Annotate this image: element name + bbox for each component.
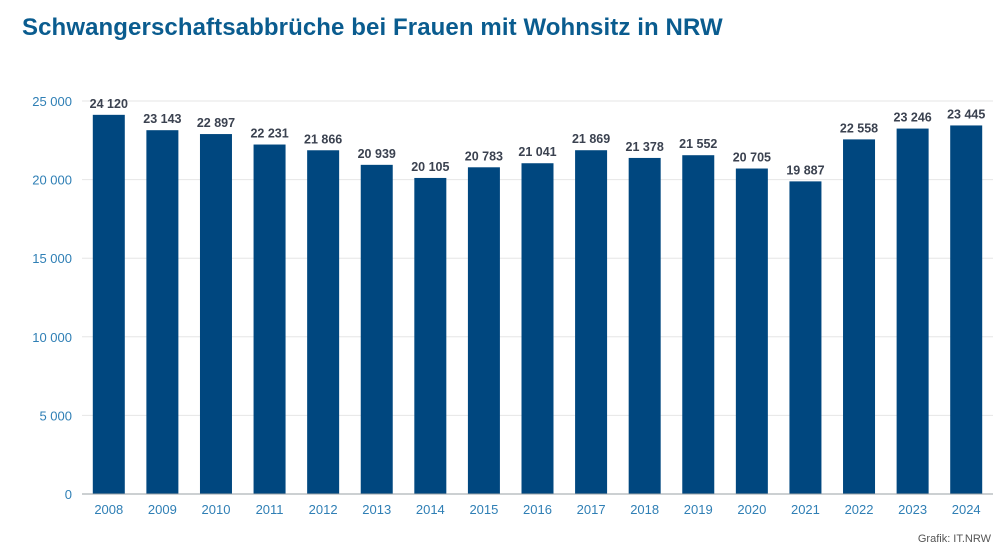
x-axis-ticks: 2008 2009 2010 2011 2012 2013 2014 2015 2016 2017… — [94, 502, 980, 517]
bar-2019 — [682, 155, 715, 494]
bar-2021 — [789, 181, 822, 495]
x-tick-label: 2014 — [416, 502, 445, 517]
bar-2017 — [575, 150, 608, 495]
data-label: 21 041 — [518, 145, 556, 159]
y-tick-label: 15 000 — [32, 251, 72, 266]
x-tick-label: 2016 — [523, 502, 552, 517]
y-tick-label: 20 000 — [32, 173, 72, 188]
data-label: 23 143 — [143, 112, 181, 126]
chart-title: Schwangerschaftsabbrüche bei Frauen mit … — [22, 14, 723, 41]
bar-2015 — [467, 167, 500, 494]
data-label: 22 897 — [197, 116, 235, 130]
bars — [92, 114, 983, 495]
bar-2018 — [628, 157, 661, 494]
x-tick-label: 2015 — [469, 502, 498, 517]
x-tick-label: 2011 — [256, 502, 284, 517]
x-tick-label: 2021 — [791, 502, 820, 517]
data-label: 23 445 — [947, 107, 985, 121]
data-label: 21 378 — [626, 140, 664, 154]
y-axis-ticks: 0 5 000 10 000 15 000 20 000 25 000 — [32, 94, 72, 502]
data-label: 21 869 — [572, 132, 610, 146]
x-tick-label: 2023 — [898, 502, 927, 517]
x-tick-label: 2019 — [684, 502, 713, 517]
data-label: 20 783 — [465, 149, 503, 163]
data-label: 19 887 — [786, 163, 824, 177]
bar-2009 — [146, 130, 179, 494]
x-tick-label: 2024 — [952, 502, 981, 517]
data-label: 20 105 — [411, 160, 449, 174]
x-tick-label: 2012 — [309, 502, 338, 517]
bar-2016 — [521, 163, 554, 494]
data-label: 20 939 — [358, 147, 396, 161]
data-label: 23 246 — [894, 111, 932, 125]
bar-2023 — [896, 128, 929, 494]
x-tick-label: 2008 — [94, 502, 123, 517]
y-tick-label: 5 000 — [39, 408, 72, 423]
bar-2022 — [843, 139, 876, 494]
data-labels: 24 120 23 143 22 897 22 231 21 866 20 939 20 1… — [90, 97, 986, 178]
x-tick-label: 2020 — [737, 502, 766, 517]
data-label: 21 552 — [679, 137, 717, 151]
x-tick-label: 2013 — [362, 502, 391, 517]
data-label: 21 866 — [304, 132, 342, 146]
bar-2008 — [92, 114, 125, 494]
data-label: 22 558 — [840, 121, 878, 135]
bar-2012 — [307, 150, 340, 494]
bar-2020 — [735, 168, 768, 494]
y-tick-label: 0 — [65, 487, 72, 502]
bar-2013 — [360, 164, 393, 494]
x-tick-label: 2010 — [202, 502, 231, 517]
bar-2010 — [199, 134, 232, 495]
data-label: 24 120 — [90, 97, 128, 111]
source-credit: Grafik: IT.NRW — [917, 533, 991, 545]
bar-2024 — [950, 125, 983, 494]
x-tick-label: 2009 — [148, 502, 177, 517]
y-tick-label: 25 000 — [32, 94, 72, 109]
x-tick-label: 2018 — [630, 502, 659, 517]
x-tick-label: 2017 — [577, 502, 606, 517]
y-tick-label: 10 000 — [32, 330, 72, 345]
data-label: 20 705 — [733, 151, 771, 165]
data-label: 22 231 — [250, 127, 288, 141]
bar-2014 — [414, 177, 447, 494]
x-tick-label: 2022 — [845, 502, 874, 517]
bar-2011 — [253, 144, 286, 494]
